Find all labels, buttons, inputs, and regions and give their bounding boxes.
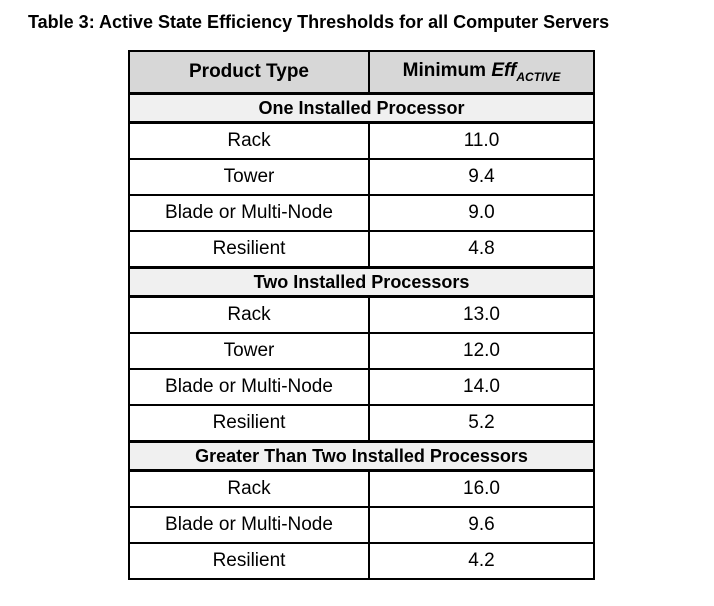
minimum-eff-cell: 5.2 <box>368 404 595 443</box>
table-row: Blade or Multi-Node 14.0 <box>128 368 595 406</box>
product-type-cell: Resilient <box>128 542 370 580</box>
minimum-eff-cell: 9.4 <box>368 158 595 196</box>
table-header-row: Product Type Minimum EffACTIVE <box>128 50 595 95</box>
minimum-eff-cell: 9.6 <box>368 506 595 544</box>
table-row: Tower 12.0 <box>128 332 595 370</box>
eff-subscript-active: ACTIVE <box>516 69 561 84</box>
table-row: Blade or Multi-Node 9.6 <box>128 506 595 544</box>
product-type-cell: Rack <box>128 121 370 160</box>
section-header-cell: Greater Than Two Installed Processors <box>128 440 595 472</box>
table-row: Rack 16.0 <box>128 469 595 508</box>
product-type-cell: Blade or Multi-Node <box>128 368 370 406</box>
product-type-cell: Resilient <box>128 230 370 269</box>
section-header-row: Greater Than Two Installed Processors <box>128 440 595 472</box>
section-header-row: Two Installed Processors <box>128 266 595 298</box>
product-type-cell: Tower <box>128 332 370 370</box>
column-header-product-type: Product Type <box>128 50 370 95</box>
section-header-cell: One Installed Processor <box>128 92 595 124</box>
section-header-row: One Installed Processor <box>128 92 595 124</box>
table-row: Rack 13.0 <box>128 295 595 334</box>
minimum-eff-cell: 16.0 <box>368 469 595 508</box>
product-type-cell: Tower <box>128 158 370 196</box>
table-row: Rack 11.0 <box>128 121 595 160</box>
minimum-eff-cell: 12.0 <box>368 332 595 370</box>
product-type-cell: Rack <box>128 469 370 508</box>
section-header-cell: Two Installed Processors <box>128 266 595 298</box>
minimum-label: Minimum <box>402 60 492 82</box>
minimum-eff-cell: 13.0 <box>368 295 595 334</box>
product-type-cell: Blade or Multi-Node <box>128 194 370 232</box>
table-row: Resilient 4.8 <box>128 230 595 269</box>
minimum-eff-cell: 14.0 <box>368 368 595 406</box>
table-row: Tower 9.4 <box>128 158 595 196</box>
minimum-eff-cell: 11.0 <box>368 121 595 160</box>
eff-symbol: Eff <box>491 60 517 82</box>
minimum-eff-cell: 4.2 <box>368 542 595 580</box>
table-caption: Table 3: Active State Efficiency Thresho… <box>28 12 610 32</box>
table-row: Resilient 5.2 <box>128 404 595 443</box>
table-row: Resilient 4.2 <box>128 542 595 580</box>
product-type-cell: Blade or Multi-Node <box>128 506 370 544</box>
product-type-cell: Rack <box>128 295 370 334</box>
table-body: One Installed Processor Rack 11.0 Tower 9.4 B… <box>128 92 595 580</box>
table-row: Blade or Multi-Node 9.0 <box>128 194 595 232</box>
minimum-eff-cell: 4.8 <box>368 230 595 269</box>
active-state-efficiency-table: Product Type Minimum EffACTIVE One Insta… <box>128 50 595 580</box>
minimum-eff-cell: 9.0 <box>368 194 595 232</box>
product-type-cell: Resilient <box>128 404 370 443</box>
column-header-minimum-eff-active: Minimum EffACTIVE <box>368 50 595 95</box>
